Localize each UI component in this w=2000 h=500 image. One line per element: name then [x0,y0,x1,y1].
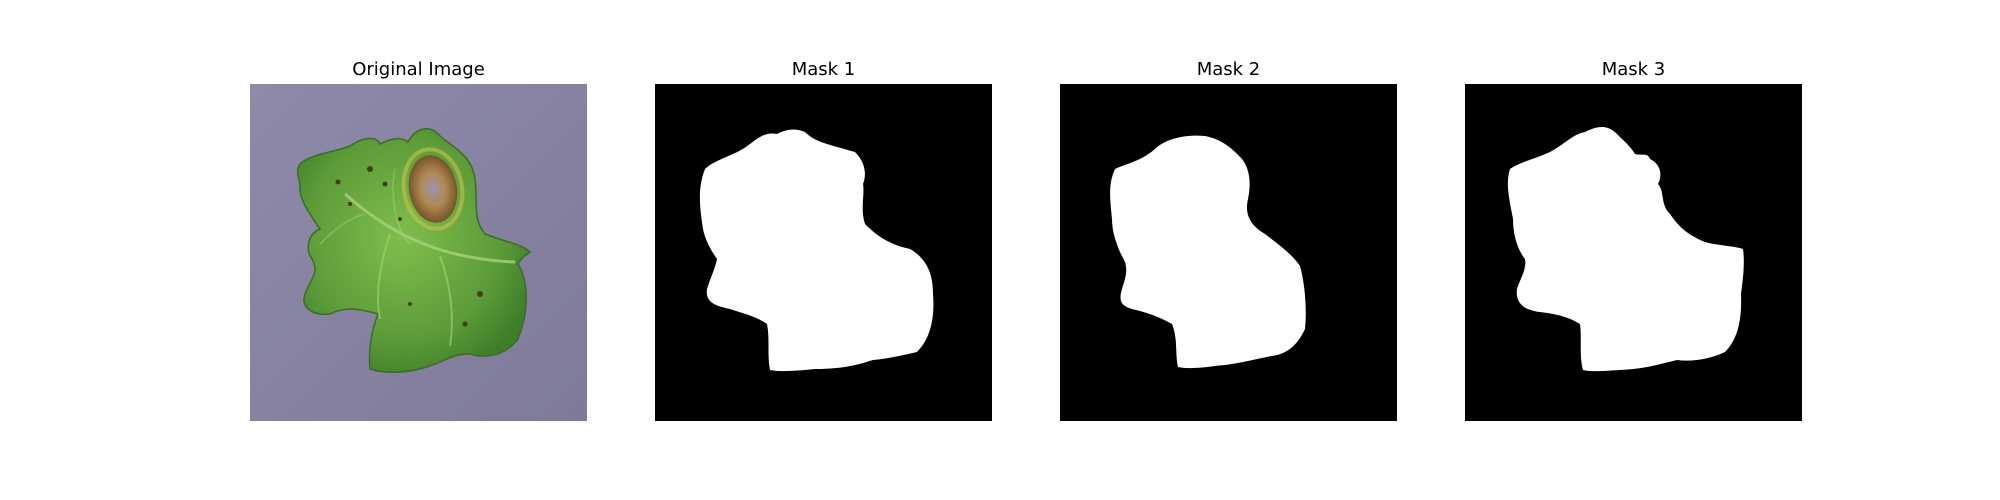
leaf-spot [367,166,373,172]
panel-title: Mask 3 [1465,58,1802,82]
panel-original-image: Original Image [250,0,587,500]
leaf-spot [383,182,388,187]
leaf-spot [477,291,483,297]
panel-title: Mask 1 [655,58,992,82]
leaf-photo [250,84,587,421]
panel-mask-3: Mask 3 [1465,0,1802,500]
panel-mask-2: Mask 2 [1060,0,1397,500]
panel-title: Original Image [250,58,587,82]
leaf-spot [348,202,352,206]
panel-title: Mask 2 [1060,58,1397,82]
leaf-spot [408,302,412,306]
leaf-mask [655,84,992,421]
leaf-spot [398,217,402,221]
leaf-mask [1060,84,1397,421]
panel-mask-1: Mask 1 [655,0,992,500]
leaf-mask [1465,84,1802,421]
leaf-spot [336,180,341,185]
leaf-spot [463,322,468,327]
